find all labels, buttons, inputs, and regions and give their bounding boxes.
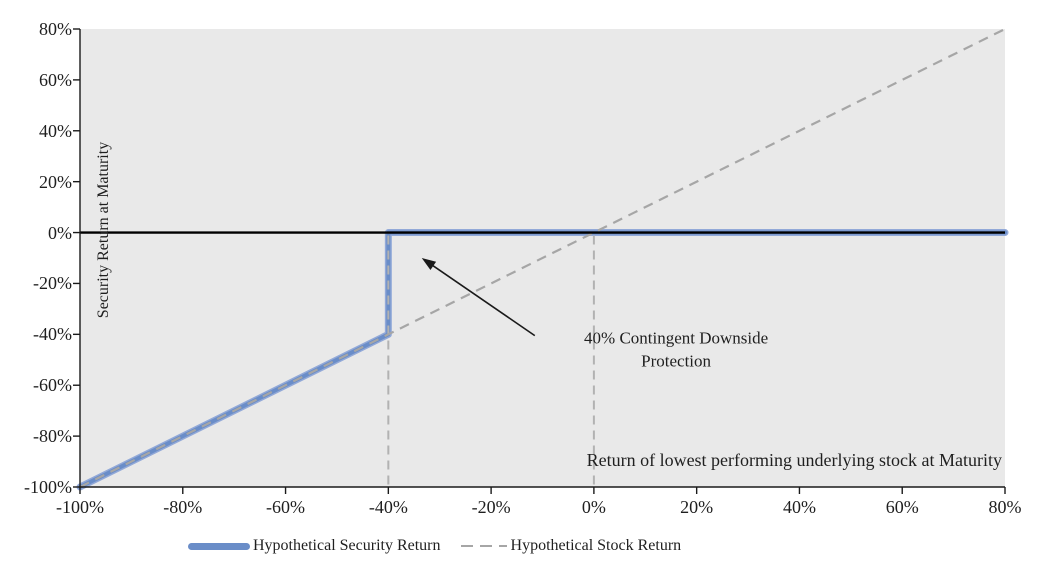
y-tick-label: 40% (39, 120, 72, 141)
y-tick-label: -40% (33, 324, 72, 345)
y-tick-label: 60% (39, 69, 72, 90)
security-return-line-swatch (188, 542, 250, 550)
annotation-arrowhead (421, 258, 437, 271)
y-tick-label: -60% (33, 375, 72, 396)
x-tick-label: 0% (581, 497, 606, 517)
x-axis-title: Return of lowest performing underlying s… (586, 450, 1002, 470)
y-tick-label: -20% (33, 273, 72, 294)
annotation-text: 40% Contingent Downside Protection (584, 326, 768, 373)
x-tick-label: 20% (680, 497, 714, 517)
y-tick-label: -100% (24, 477, 72, 497)
x-tick-label: -40% (368, 497, 408, 517)
legend-label-security-return: Hypothetical Security Return (253, 537, 441, 554)
x-tick-label: 60% (885, 497, 919, 517)
annotation-arrow (428, 262, 536, 337)
y-tick-label: 80% (39, 19, 72, 39)
stock-return-line (79, 28, 1006, 488)
legend: Hypothetical Security Return Hypothetica… (188, 535, 681, 557)
y-tick-label: 0% (48, 222, 72, 243)
y-tick-label: -80% (33, 426, 72, 447)
y-axis-title: Security Return at Maturity (95, 141, 112, 319)
stock-return-dash-swatch (460, 545, 507, 547)
x-tick-label: 80% (988, 497, 1022, 517)
x-tick-label: -100% (56, 497, 104, 517)
annotation-line-2: Protection (641, 351, 712, 371)
x-tick-label: 40% (782, 497, 816, 517)
x-tick-label: -60% (266, 497, 306, 517)
legend-label-stock-return: Hypothetical Stock Return (510, 537, 682, 554)
x-tick-label: -20% (471, 497, 511, 517)
annotation-line-1: 40% Contingent Downside (584, 328, 769, 348)
y-tick-label: 20% (39, 171, 72, 192)
x-tick-label: -80% (163, 497, 203, 517)
